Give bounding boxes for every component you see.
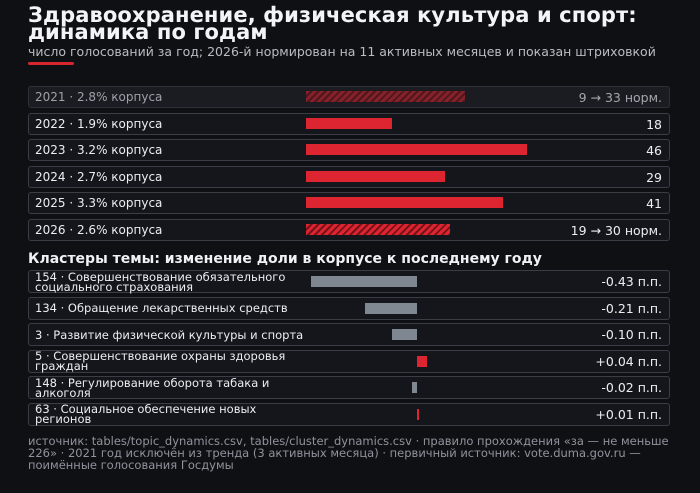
cluster-row-label: 154 · Совершенствование обязательного со…	[35, 269, 286, 294]
year-row: 2022 · 1.9% корпуса 18	[28, 112, 670, 135]
clusters-title: Кластеры темы: изменение доли в корпусе …	[28, 251, 542, 267]
year-row-label: 2024 · 2.7% корпуса	[35, 169, 163, 184]
accent-rule	[28, 62, 74, 65]
year-row-value: 41	[646, 196, 662, 211]
year-row: 2025 · 3.3% корпуса 41	[28, 192, 670, 214]
year-row-value: 19 → 30 норм.	[570, 222, 662, 238]
cluster-row-value: -0.02 п.п.	[601, 380, 662, 395]
cluster-row-label: 3 · Развитие физической культуры и спорт…	[35, 327, 304, 342]
year-row: 2021 · 2.8% корпуса 9 → 33 норм.	[28, 86, 670, 108]
cluster-row: 134 · Обращение лекарственных средств -0.…	[28, 296, 670, 320]
chart-subtitle: число голосований за год; 2026-й нормиро…	[28, 44, 656, 59]
cluster-bar	[417, 408, 420, 420]
cluster-row-label: 148 · Регулирование оборота табака и алк…	[35, 375, 270, 400]
year-row-label: 2021 · 2.8% корпуса	[35, 90, 163, 104]
cluster-row: 5 · Совершенствование охраны здоровья гр…	[28, 349, 670, 373]
cluster-bar	[310, 276, 417, 287]
cluster-row-label: 134 · Обращение лекарственных средств	[35, 301, 288, 315]
year-row-label: 2026 · 2.6% корпуса	[35, 222, 163, 237]
year-bar	[306, 170, 446, 182]
year-row-value: 46	[646, 143, 662, 158]
cluster-row-label: 63 · Социальное обеспечение новых регион…	[35, 402, 257, 426]
cluster-row: 3 · Развитие физической культуры и спорт…	[28, 323, 670, 346]
cluster-bar	[417, 355, 427, 367]
year-bar	[306, 117, 393, 129]
cluster-bar	[412, 382, 417, 393]
year-row: 2024 · 2.7% корпуса 29	[28, 165, 670, 188]
cluster-row-value: +0.01 п.п.	[595, 406, 662, 422]
cluster-row-value: -0.10 п.п.	[601, 327, 662, 342]
cluster-row-value: -0.43 п.п.	[601, 274, 662, 289]
year-row-label: 2022 · 1.9% корпуса	[35, 116, 163, 131]
year-bar	[306, 197, 503, 208]
source-footer: источник: tables/topic_dynamics.csv, tab…	[28, 434, 669, 472]
cluster-row-value: -0.21 п.п.	[601, 300, 662, 316]
year-bar	[306, 144, 527, 155]
year-row-value: 18	[646, 116, 662, 132]
cluster-row: 148 · Регулирование оборота табака и алк…	[28, 376, 670, 399]
year-bar	[306, 223, 451, 235]
cluster-row: 63 · Социальное обеспечение новых регион…	[28, 402, 670, 426]
year-row-label: 2023 · 3.2% корпуса	[35, 143, 163, 157]
year-row: 2026 · 2.6% корпуса 19 → 30 норм.	[28, 218, 670, 241]
chart-title: Здравоохранение, физическая культура и с…	[28, 3, 637, 44]
year-row: 2023 · 3.2% корпуса 46	[28, 139, 670, 161]
year-row-value: 29	[646, 169, 662, 185]
cluster-row-value: +0.04 п.п.	[595, 353, 662, 369]
cluster-row-label: 5 · Совершенствование охраны здоровья гр…	[35, 349, 286, 373]
cluster-bar	[365, 302, 417, 314]
year-bar	[306, 91, 465, 102]
cluster-row: 154 · Совершенствование обязательного со…	[28, 270, 670, 293]
cluster-bar	[392, 329, 417, 340]
year-row-value: 9 → 33 норм.	[578, 90, 662, 105]
year-row-label: 2025 · 3.3% корпуса	[35, 196, 163, 210]
